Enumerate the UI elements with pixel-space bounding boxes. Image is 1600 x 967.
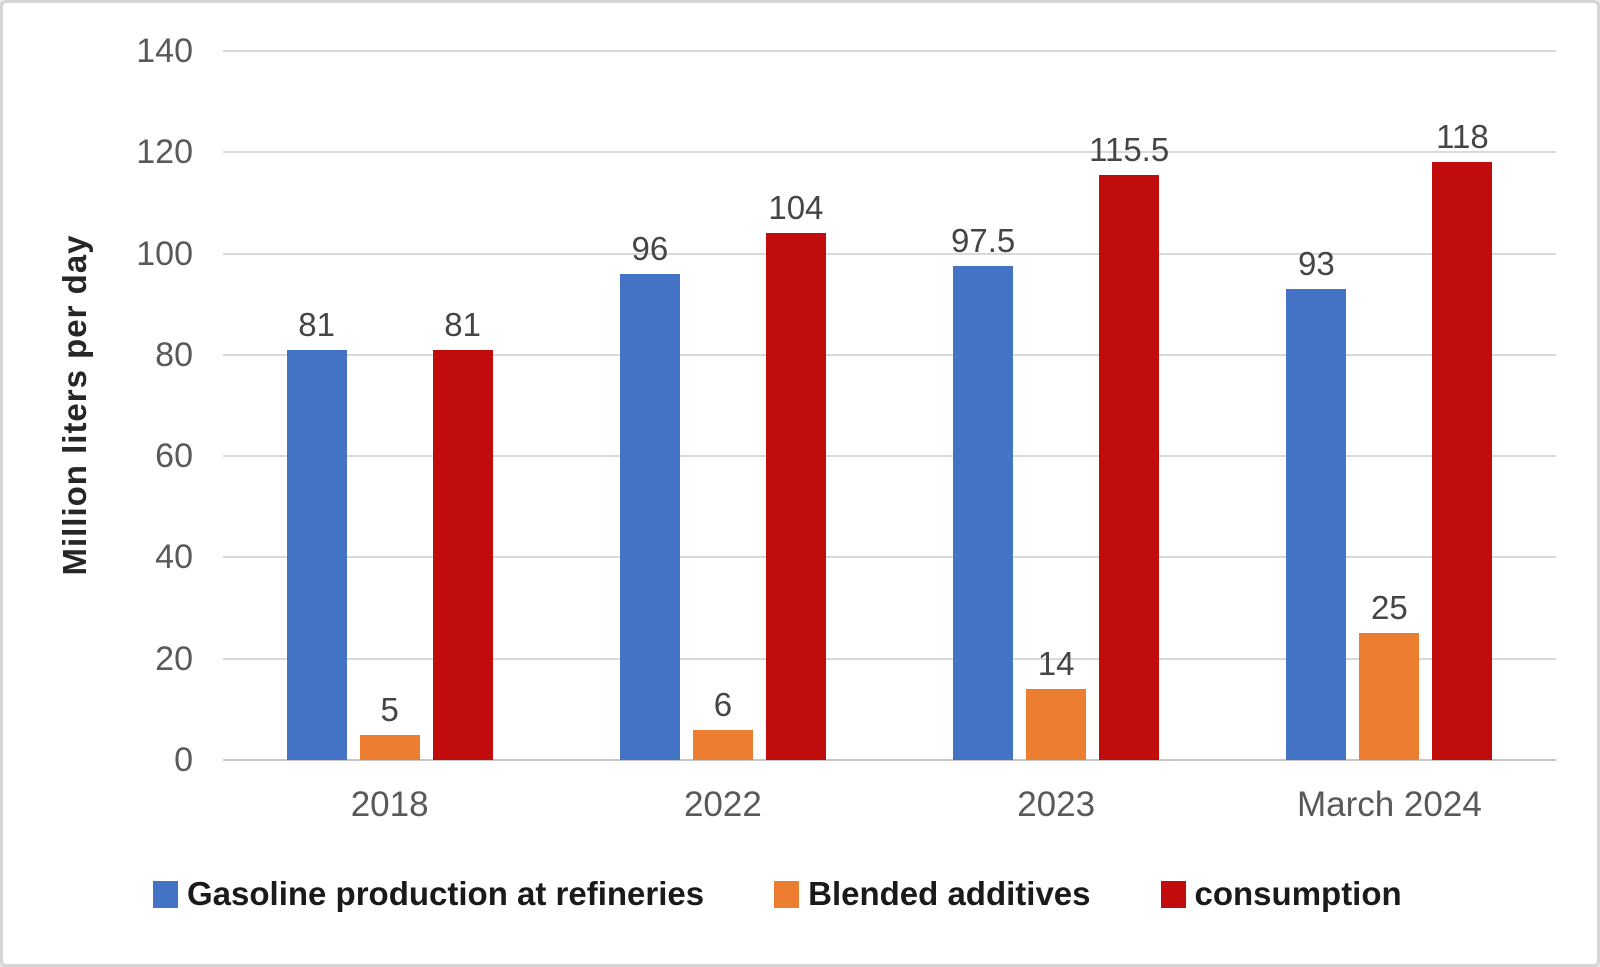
legend-label-consumption: consumption: [1194, 875, 1402, 912]
bar-value-label: 81: [444, 305, 481, 343]
y-tick-label-20: 20: [155, 639, 193, 678]
y-tick-label-100: 100: [136, 234, 193, 273]
gridline-140: [223, 50, 1556, 52]
bar-gasoline-production-at-refineries-march-2024: [1286, 289, 1347, 760]
legend-item-consumption: consumption: [1160, 875, 1402, 913]
bar-value-label: 93: [1298, 245, 1335, 283]
bar-consumption-march-2024: [1432, 162, 1493, 760]
bar-value-label: 5: [380, 690, 399, 728]
bar-value-label: 6: [713, 685, 733, 723]
bar-group-2018: 81 5 81: [223, 51, 556, 760]
plot-area: [223, 50, 1556, 761]
bar-group-2023: 97.5 14 115.5: [890, 51, 1223, 760]
gridline-100: [223, 252, 1556, 255]
legend-swatch-gasoline-production-at-refineries: [153, 880, 178, 908]
bar-slot-gasoline-production-at-refineries-2018: 81: [286, 51, 347, 760]
bar-value-label: 104: [768, 189, 824, 227]
y-axis-tick-labels: 0 20 40 60 80 100 120 140: [63, 34, 193, 777]
bar-blended-additives-2018: [359, 734, 420, 760]
legend-label-blended-additives: Blended additives: [808, 875, 1091, 912]
bar-group-march-2024: 93 25 118: [1223, 51, 1556, 760]
gridline-40: [223, 556, 1556, 559]
y-tick-label-40: 40: [155, 538, 193, 577]
gridline-0: [223, 759, 1556, 761]
bar-blended-additives-2023: [1026, 689, 1087, 760]
bar-gasoline-production-at-refineries-2023: [953, 266, 1014, 760]
y-tick-label-120: 120: [136, 133, 193, 172]
bar-slot-blended-additives-2018: 5: [359, 51, 420, 760]
legend: Gasoline production at refineries Blended…: [153, 875, 1402, 913]
legend-item-gasoline-production-at-refineries: Gasoline production at refineries: [153, 875, 704, 913]
bar-consumption-2018: [432, 349, 493, 760]
bar-consumption-2023: [1099, 175, 1160, 760]
legend-item-blended-additives: Blended additives: [774, 875, 1091, 913]
bar-groups: 81 5 81 96 6 104 97.5 14 115.5 93 25 118: [223, 51, 1556, 760]
bar-group-2022: 96 6 104: [556, 51, 889, 760]
y-tick-label-80: 80: [155, 335, 193, 374]
bar-slot-gasoline-production-at-refineries-2023: 97.5: [951, 51, 1016, 760]
x-category-label-march-2024: March 2024: [1296, 785, 1482, 824]
bar-slot-blended-additives-2022: 6: [692, 51, 753, 760]
bar-slot-gasoline-production-at-refineries-march-2024: 93: [1286, 51, 1347, 760]
x-category-label-2023: 2023: [1017, 785, 1096, 824]
bar-slot-gasoline-production-at-refineries-2022: 96: [619, 51, 680, 760]
bar-slot-consumption-2018: 81: [432, 51, 493, 760]
y-tick-label-0: 0: [174, 741, 193, 779]
y-tick-label-60: 60: [155, 437, 193, 476]
bar-value-label: 14: [1037, 645, 1075, 683]
bar-value-label: 25: [1371, 589, 1408, 627]
bar-slot-consumption-2022: 104: [765, 51, 826, 760]
gridline-60: [223, 455, 1556, 458]
bar-slot-blended-additives-march-2024: 25: [1359, 51, 1420, 760]
bar-value-label: 118: [1436, 118, 1489, 156]
x-axis-category-labels: 2018 2022 2023 March 2024: [223, 785, 1556, 825]
gridline-80: [223, 353, 1556, 356]
legend-swatch-consumption: [1160, 880, 1186, 908]
bar-slot-consumption-march-2024: 118: [1432, 51, 1493, 760]
bar-blended-additives-march-2024: [1359, 633, 1420, 760]
x-category-label-2018: 2018: [350, 785, 429, 824]
bar-slot-consumption-2023: 115.5: [1089, 51, 1169, 760]
gridline-20: [223, 657, 1556, 660]
bar-value-label: 96: [631, 229, 669, 267]
bar-slot-blended-additives-2023: 14: [1026, 51, 1087, 760]
bar-gasoline-production-at-refineries-2022: [619, 273, 680, 760]
legend-swatch-blended-additives: [774, 880, 800, 908]
bar-value-label: 81: [298, 305, 335, 343]
gridline-120: [223, 151, 1556, 154]
legend-label-gasoline-production-at-refineries: Gasoline production at refineries: [187, 875, 705, 912]
bar-value-label: 115.5: [1089, 131, 1170, 169]
x-category-label-2022: 2022: [683, 785, 762, 824]
bar-consumption-2022: [765, 233, 826, 760]
bar-blended-additives-2022: [692, 729, 753, 760]
bar-value-label: 97.5: [951, 222, 1016, 260]
y-tick-label-140: 140: [136, 32, 193, 70]
bar-gasoline-production-at-refineries-2018: [286, 349, 347, 760]
